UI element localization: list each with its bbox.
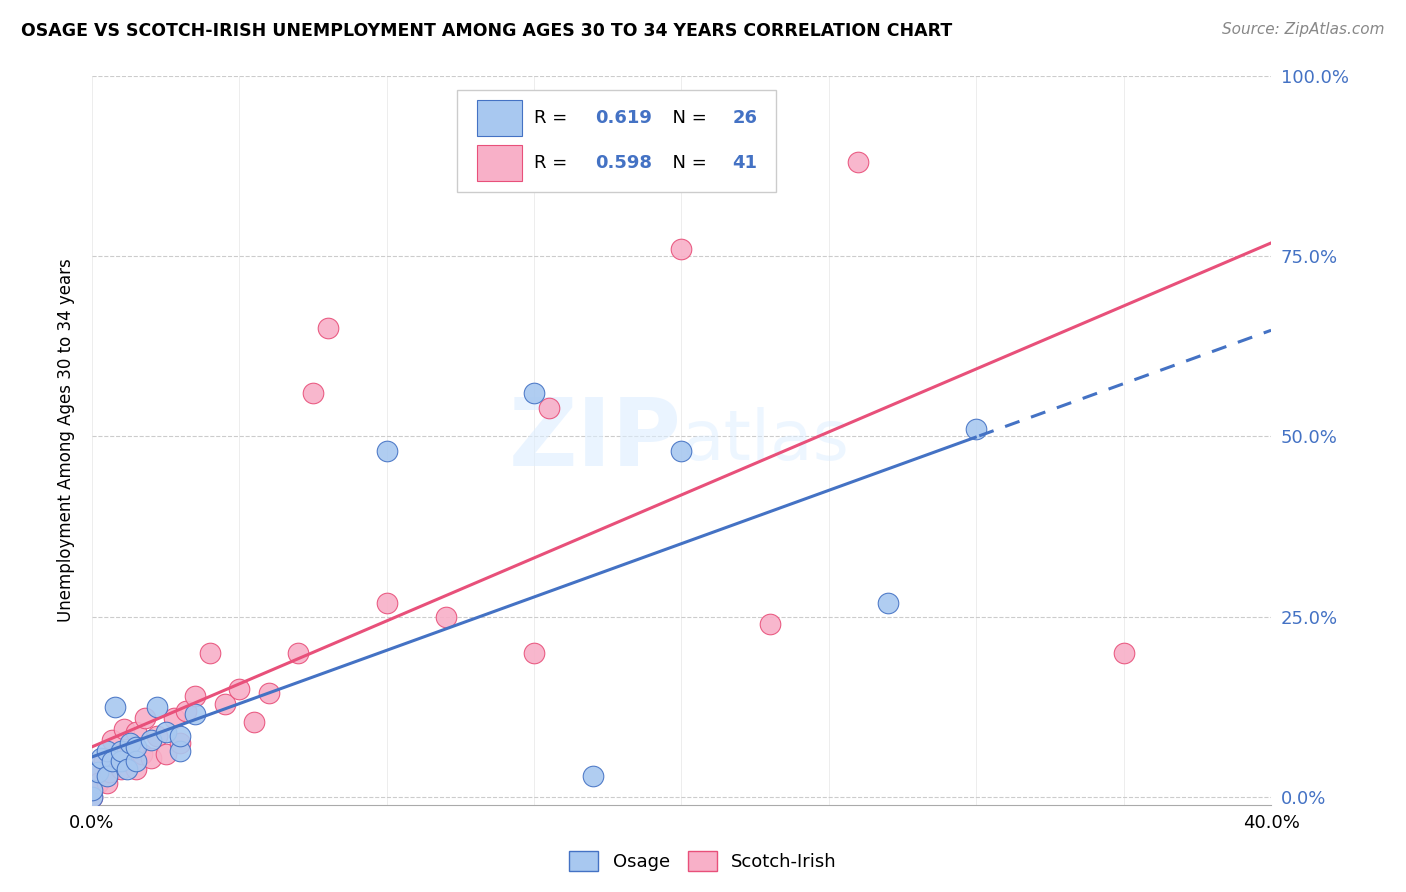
Point	[257, 686, 280, 700]
Point	[155, 725, 177, 739]
Point	[131, 747, 153, 761]
Text: 41: 41	[733, 154, 758, 172]
Point	[80, 790, 103, 805]
Y-axis label: Unemployment Among Ages 30 to 34 years: Unemployment Among Ages 30 to 34 years	[58, 258, 75, 622]
Point	[125, 739, 148, 754]
Point	[96, 776, 118, 790]
Point	[671, 242, 693, 256]
Point	[110, 747, 132, 761]
Point	[287, 646, 309, 660]
Point	[174, 704, 197, 718]
Point	[302, 386, 325, 401]
Point	[101, 755, 124, 769]
Point	[96, 769, 118, 783]
Point	[125, 755, 148, 769]
Text: atlas: atlas	[682, 407, 849, 474]
Point	[90, 750, 112, 764]
Point	[120, 743, 142, 757]
Point	[228, 682, 250, 697]
Point	[145, 729, 167, 743]
Point	[98, 765, 121, 780]
Point	[582, 769, 605, 783]
Point	[112, 722, 135, 736]
Legend: Osage, Scotch-Irish: Osage, Scotch-Irish	[562, 844, 844, 879]
Point	[243, 714, 266, 729]
Point	[110, 743, 132, 757]
Point	[80, 772, 103, 787]
Point	[115, 762, 138, 776]
Text: ZIP: ZIP	[509, 394, 682, 486]
Point	[169, 736, 191, 750]
Point	[198, 646, 221, 660]
Point	[214, 697, 236, 711]
Point	[537, 401, 560, 415]
Text: OSAGE VS SCOTCH-IRISH UNEMPLOYMENT AMONG AGES 30 TO 34 YEARS CORRELATION CHART: OSAGE VS SCOTCH-IRISH UNEMPLOYMENT AMONG…	[21, 22, 952, 40]
Point	[523, 386, 546, 401]
Text: R =: R =	[534, 154, 574, 172]
Point	[134, 711, 156, 725]
Point	[93, 755, 115, 769]
Point	[316, 321, 339, 335]
Point	[169, 729, 191, 743]
Point	[1112, 646, 1135, 660]
Text: R =: R =	[534, 109, 574, 127]
FancyBboxPatch shape	[478, 100, 522, 136]
Point	[125, 762, 148, 776]
Point	[80, 758, 103, 772]
Point	[104, 700, 127, 714]
Point	[375, 595, 398, 609]
Point	[96, 743, 118, 757]
Point	[110, 762, 132, 776]
Point	[169, 743, 191, 757]
Point	[759, 617, 782, 632]
Point	[87, 765, 110, 780]
Point	[101, 732, 124, 747]
Text: N =: N =	[661, 154, 713, 172]
Text: 0.598: 0.598	[595, 154, 652, 172]
Point	[80, 783, 103, 797]
Point	[375, 444, 398, 458]
Point	[115, 755, 138, 769]
Text: 0.619: 0.619	[595, 109, 652, 127]
Point	[139, 732, 162, 747]
Point	[139, 750, 162, 764]
Text: N =: N =	[661, 109, 713, 127]
Point	[110, 755, 132, 769]
Point	[846, 155, 869, 169]
Point	[523, 646, 546, 660]
Point	[80, 790, 103, 805]
Point	[434, 610, 457, 624]
Point	[87, 776, 110, 790]
Point	[184, 690, 207, 704]
FancyBboxPatch shape	[478, 145, 522, 181]
FancyBboxPatch shape	[457, 90, 776, 192]
Point	[671, 444, 693, 458]
Point	[125, 725, 148, 739]
Text: 26: 26	[733, 109, 758, 127]
Point	[965, 422, 987, 436]
Text: Source: ZipAtlas.com: Source: ZipAtlas.com	[1222, 22, 1385, 37]
Point	[145, 700, 167, 714]
Point	[184, 707, 207, 722]
Point	[876, 595, 898, 609]
Point	[155, 747, 177, 761]
Point	[120, 736, 142, 750]
Point	[163, 711, 186, 725]
Point	[80, 783, 103, 797]
